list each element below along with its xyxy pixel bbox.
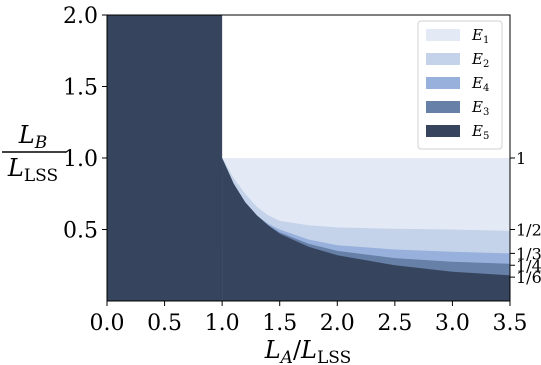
right-tick-label: 1/3: [516, 244, 541, 263]
legend-swatch: [426, 125, 460, 137]
legend-label: E4: [471, 74, 489, 94]
right-tick-label: 1/4: [516, 256, 541, 275]
right-tick-label: 1/6: [516, 268, 541, 287]
legend-swatch: [426, 29, 460, 41]
legend-label: E3: [471, 98, 489, 118]
y-tick-label: 2.0: [63, 4, 98, 29]
x-tick-label: 1.0: [205, 311, 240, 336]
x-tick-label: 3.5: [493, 311, 528, 336]
svg-text:LB: LB: [18, 121, 47, 153]
y-tick-label: 1.0: [63, 147, 98, 172]
x-axis-label: LA/LLSS: [264, 336, 352, 365]
svg-text:LLSS: LLSS: [7, 154, 58, 186]
x-tick-label: 2.5: [377, 311, 412, 336]
x-tick-label: 3.0: [435, 311, 470, 336]
right-tick-label: 1/2: [516, 221, 541, 240]
x-tick-label: 0.5: [147, 311, 182, 336]
legend-label: E5: [471, 122, 489, 142]
plot-area: [107, 15, 510, 301]
y-axis-label: LB LLSS: [2, 121, 66, 186]
y-tick-label: 0.5: [63, 219, 98, 244]
x-tick-label: 2.0: [320, 311, 355, 336]
x-tick-label: 1.5: [262, 311, 297, 336]
legend-label: E1: [471, 26, 489, 46]
legend: E1 E2 E4 E3 E5: [417, 20, 503, 150]
legend-swatch: [426, 53, 460, 65]
y-tick-label: 1.5: [63, 76, 98, 101]
region-e5-left: [107, 15, 223, 301]
right-tick-label: 1: [516, 149, 526, 168]
legend-label: E2: [471, 50, 489, 70]
x-tick-label: 0.0: [90, 311, 125, 336]
tick-layer: 0.0 0.5 1.0 1.5 2.0 2.5 3.0 3.5 0.5 1.0 1.5 2.0 1 1/2…: [63, 4, 541, 336]
legend-swatch: [426, 101, 460, 113]
legend-swatch: [426, 77, 460, 89]
region-e5: [222, 158, 510, 301]
